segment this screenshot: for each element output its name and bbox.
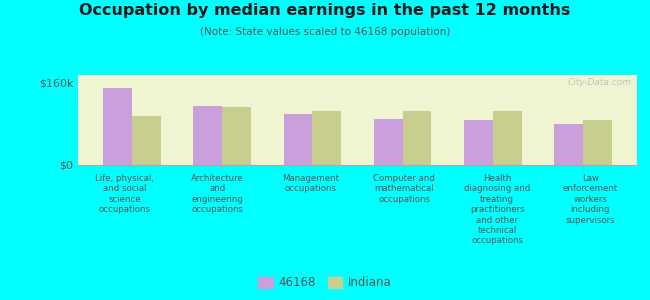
Text: Architecture
and
engineering
occupations: Architecture and engineering occupations: [191, 174, 244, 214]
Text: Computer and
mathematical
occupations: Computer and mathematical occupations: [373, 174, 435, 204]
Bar: [374, 119, 402, 165]
Bar: [493, 111, 521, 165]
Bar: [313, 111, 341, 165]
Bar: [583, 120, 612, 165]
Legend: 46168, Indiana: 46168, Indiana: [254, 272, 396, 294]
Bar: [283, 114, 313, 165]
Bar: [402, 111, 432, 165]
Text: Management
occupations: Management occupations: [282, 174, 339, 194]
Bar: [194, 106, 222, 165]
Text: Occupation by median earnings in the past 12 months: Occupation by median earnings in the pas…: [79, 3, 571, 18]
Text: City-Data.com: City-Data.com: [567, 78, 631, 87]
Bar: [464, 120, 493, 165]
Text: Health
diagnosing and
treating
practitioners
and other
technical
occupations: Health diagnosing and treating practitio…: [464, 174, 530, 245]
Text: (Note: State values scaled to 46168 population): (Note: State values scaled to 46168 popu…: [200, 27, 450, 37]
Bar: [222, 107, 251, 165]
Text: Life, physical,
and social
science
occupations: Life, physical, and social science occup…: [95, 174, 154, 214]
Bar: [103, 88, 132, 165]
Bar: [554, 124, 583, 165]
Text: Law
enforcement
workers
including
supervisors: Law enforcement workers including superv…: [563, 174, 618, 225]
Bar: [132, 116, 161, 165]
